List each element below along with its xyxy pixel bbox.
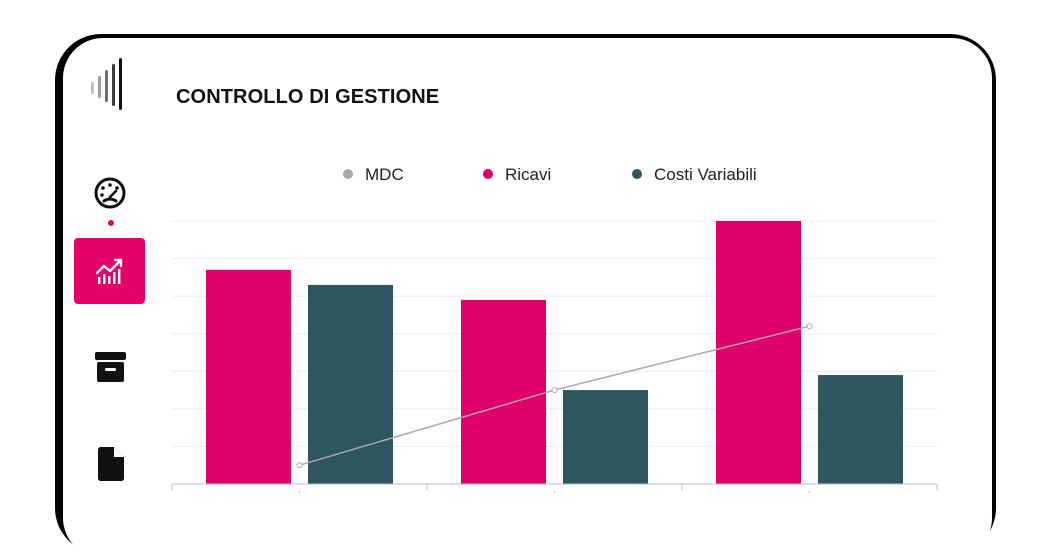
- bar-costi-variabili: [563, 390, 648, 484]
- legend-label: MDC: [365, 165, 404, 184]
- document-icon[interactable]: [98, 447, 125, 481]
- legend-marker: [343, 169, 353, 179]
- legend-label: Costi Variabili: [654, 165, 757, 184]
- chart-bars: [206, 221, 903, 484]
- legend-marker: [632, 169, 642, 179]
- active-indicator-dot: [108, 220, 114, 226]
- bar-ricavi: [716, 221, 801, 484]
- bar-costi-variabili: [308, 284, 393, 484]
- page-title: CONTROLLO DI GESTIONE: [176, 86, 440, 108]
- bar-ricavi: [461, 299, 546, 484]
- bar-costi-variabili: [818, 375, 903, 484]
- point-mdc: [806, 323, 813, 330]
- chart-x-axis: [171, 483, 938, 493]
- chart: MDC Ricavi Costi Variabili: [171, 165, 938, 493]
- app-screen: CONTROLLO DI GESTIONE: [63, 38, 992, 558]
- sidebar-item-analytics[interactable]: [74, 238, 145, 304]
- archive-box-icon[interactable]: [94, 350, 127, 384]
- legend-marker: [483, 169, 493, 179]
- bar-ricavi: [206, 269, 291, 484]
- point-mdc: [296, 462, 303, 469]
- app-logo: [91, 58, 122, 110]
- chart-legend: MDC Ricavi Costi Variabili: [343, 165, 757, 184]
- chart-gridlines: [172, 220, 937, 447]
- chart-mdc-line: [296, 323, 813, 469]
- point-mdc: [551, 387, 558, 394]
- analytics-chart-icon: [95, 258, 123, 284]
- dashboard-gauge-icon[interactable]: [93, 176, 127, 210]
- legend-label: Ricavi: [505, 165, 551, 184]
